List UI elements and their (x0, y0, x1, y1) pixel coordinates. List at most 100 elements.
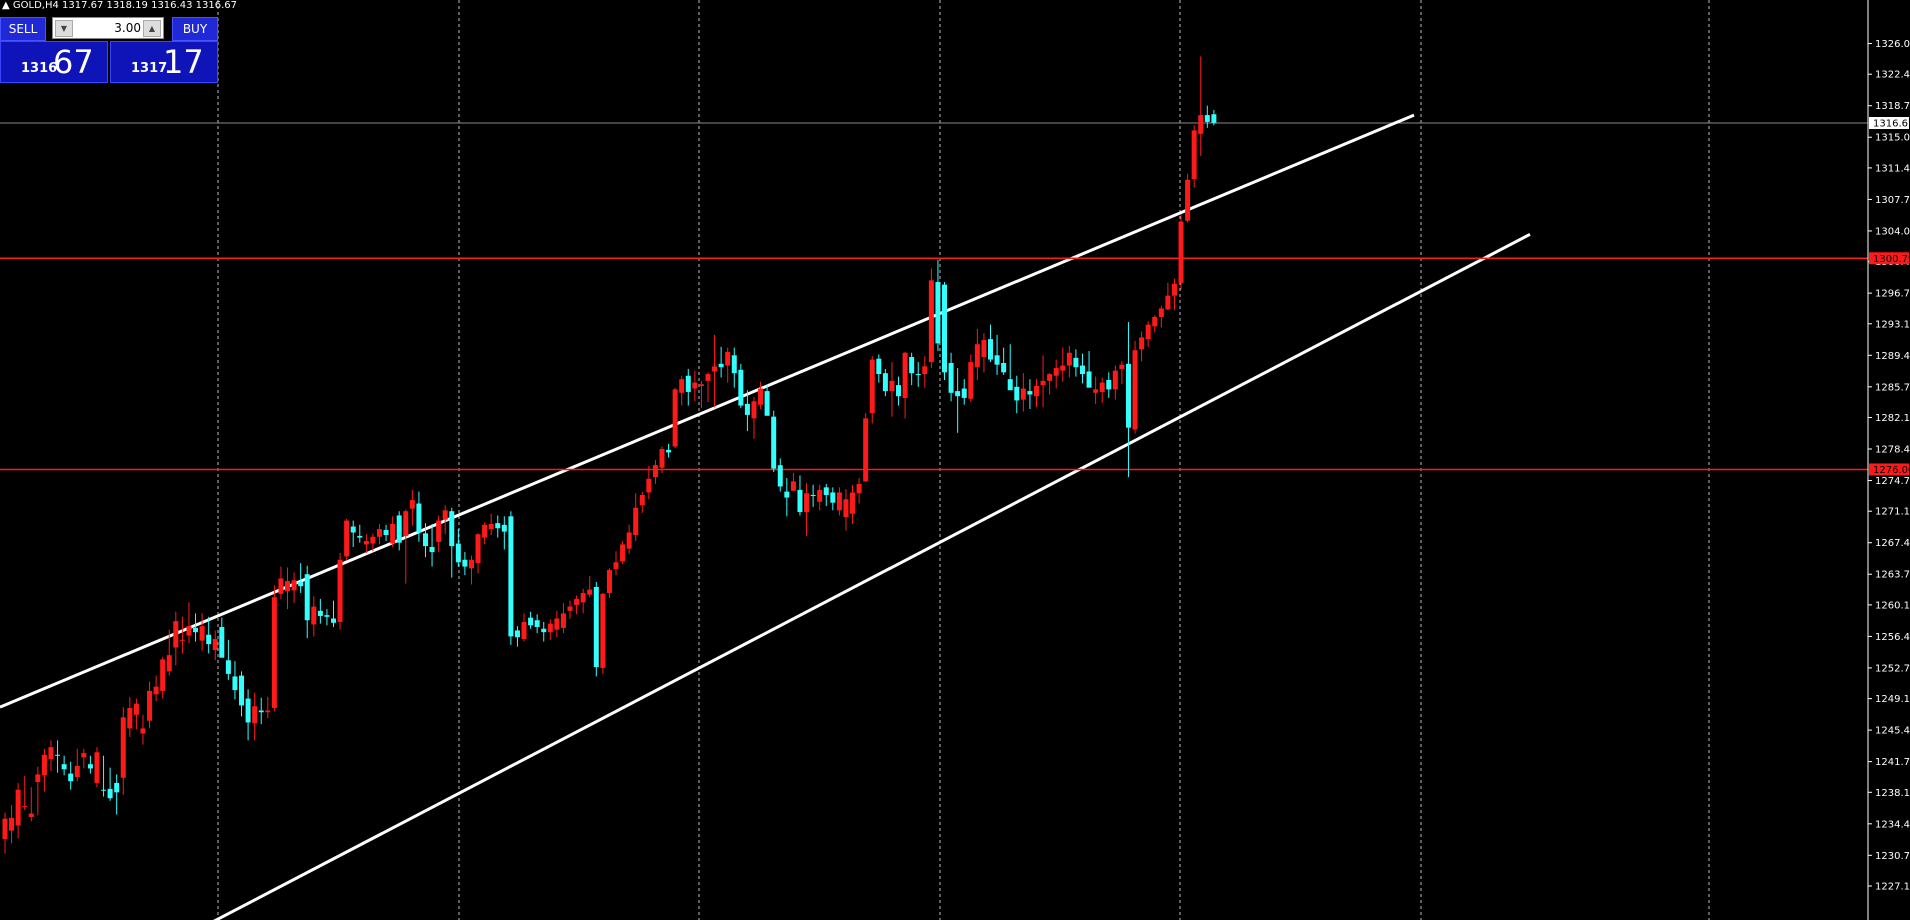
candle-body (193, 627, 199, 633)
candle-body (744, 403, 750, 415)
price-tick-label: 1234.40 (1875, 819, 1910, 830)
price-axis: 1326.00 1322.40 1318.70 1315.00 1311.40 1307.… (1867, 0, 1910, 920)
candle-body (974, 344, 980, 368)
candle-body (830, 492, 836, 503)
candle-body (1086, 371, 1092, 388)
candle-body (127, 707, 133, 729)
candle-body (705, 374, 711, 381)
candle-body (1112, 370, 1118, 390)
candle-body (442, 510, 448, 520)
candle-body (468, 559, 474, 569)
decrease-lot-icon[interactable]: ▼ (55, 20, 73, 37)
candle-body (672, 389, 678, 447)
candle-body (508, 516, 514, 637)
candle-body (317, 610, 323, 616)
price-tick-label: 1282.10 (1875, 413, 1910, 424)
candle-body (626, 532, 632, 549)
candle-body (817, 489, 823, 502)
lot-size-input[interactable]: ▼ 3.00 ▲ (52, 17, 164, 39)
price-tick-label: 1263.70 (1875, 570, 1910, 581)
candle-body (1204, 115, 1210, 122)
lot-size-value[interactable]: 3.00 (114, 21, 141, 35)
candle-body (804, 493, 810, 513)
candle-body (666, 449, 672, 453)
candle-body (285, 581, 291, 592)
candle-body (567, 606, 573, 611)
candle-body (475, 534, 481, 564)
price-tick-label: 1274.70 (1875, 476, 1910, 487)
candle-body (620, 544, 626, 562)
candle-body (909, 357, 915, 374)
candle-body (1066, 352, 1072, 366)
candle-body (455, 543, 461, 563)
candle-body (679, 379, 685, 393)
candle-body (232, 676, 238, 691)
candle-body (48, 747, 54, 760)
candle-body (291, 580, 297, 591)
candle-body (777, 465, 783, 487)
candlestick-series (2, 56, 1217, 854)
candle-body (462, 559, 468, 567)
candle-body (758, 388, 764, 405)
price-tick-label: 1315.00 (1875, 133, 1910, 144)
candle-body (166, 655, 172, 672)
candle-body (206, 634, 212, 645)
candle-body (429, 546, 435, 553)
candle-body (896, 385, 902, 397)
increase-lot-icon[interactable]: ▲ (143, 20, 161, 37)
candle-body (383, 529, 389, 536)
sell-price-box[interactable]: 1316 67 (0, 41, 108, 83)
candle-body (35, 774, 41, 783)
channel-line[interactable] (0, 113, 1415, 709)
candle-body (541, 628, 547, 633)
trend-channel[interactable] (0, 113, 1531, 920)
candle-body (68, 773, 74, 782)
candle-body (882, 373, 888, 392)
candle-body (652, 465, 658, 478)
candle-body (61, 764, 67, 770)
current-price-tag (1869, 117, 1909, 130)
candle-body (337, 559, 343, 622)
price-tick-label: 1267.40 (1875, 538, 1910, 549)
candle-body (363, 541, 369, 545)
candle-body (1165, 295, 1171, 310)
buy-button[interactable]: BUY (172, 17, 218, 41)
symbol-info: ▲ GOLD,H4 1317.67 1318.19 1316.43 1316.6… (2, 0, 237, 11)
candle-body (692, 382, 698, 389)
price-tick-label: 1293.10 (1875, 319, 1910, 330)
candle-body (271, 597, 277, 708)
horizontal-lines[interactable] (0, 257, 1868, 471)
candle-body (55, 754, 61, 756)
candle-body (685, 375, 691, 392)
candle-body (731, 355, 737, 374)
candle-body (488, 523, 494, 530)
price-tick-label: 1307.70 (1875, 195, 1910, 206)
price-tick-label: 1238.10 (1875, 788, 1910, 799)
candle-body (606, 569, 612, 593)
candle-body (225, 660, 231, 674)
candle-body (331, 618, 336, 623)
sell-price-prefix: 1316 (21, 61, 58, 76)
candle-body (1073, 357, 1079, 368)
buy-price-box[interactable]: 1317 17 (110, 41, 218, 83)
candle-body (915, 374, 921, 376)
one-click-trading-panel: SELL ▼ 3.00 ▲ BUY 1316 67 1317 17 (0, 17, 218, 83)
candle-body (1139, 337, 1145, 350)
price-axis-background (1868, 0, 1910, 920)
price-tick-label: 1322.40 (1875, 70, 1910, 81)
candle-body (1191, 130, 1197, 179)
sell-button[interactable]: SELL (0, 17, 46, 41)
candle-body (87, 764, 93, 769)
candle-body (1007, 379, 1013, 391)
price-tick-label: 1227.10 (1875, 882, 1910, 893)
candle-body (501, 524, 507, 532)
candle-body (928, 280, 934, 363)
candle-body (869, 359, 875, 414)
candle-body (357, 535, 363, 538)
candle-body (1001, 362, 1007, 373)
channel-line[interactable] (190, 233, 1531, 920)
candle-body (633, 507, 639, 536)
candle-body (981, 339, 987, 358)
candle-body (179, 639, 185, 641)
